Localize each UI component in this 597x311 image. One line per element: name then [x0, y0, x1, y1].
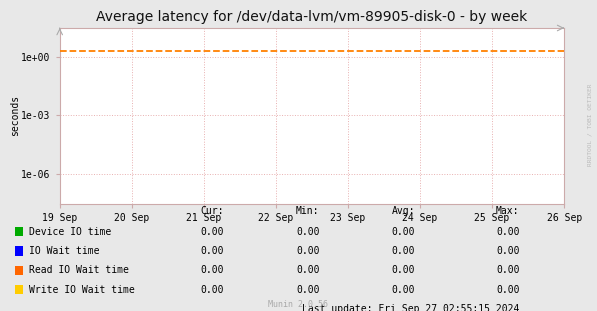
Text: Cur:: Cur: [201, 206, 224, 216]
Text: 0.00: 0.00 [392, 265, 415, 275]
Text: Read IO Wait time: Read IO Wait time [29, 265, 128, 275]
Text: 0.00: 0.00 [201, 227, 224, 237]
Text: Munin 2.0.56: Munin 2.0.56 [269, 299, 328, 309]
Title: Average latency for /dev/data-lvm/vm-89905-disk-0 - by week: Average latency for /dev/data-lvm/vm-899… [96, 10, 528, 24]
Y-axis label: seconds: seconds [10, 95, 20, 137]
Text: 0.00: 0.00 [392, 246, 415, 256]
Text: RRDTOOL / TOBI OETIKER: RRDTOOL / TOBI OETIKER [587, 83, 592, 166]
Text: 0.00: 0.00 [296, 285, 319, 295]
Text: 0.00: 0.00 [296, 265, 319, 275]
Text: Avg:: Avg: [392, 206, 415, 216]
Text: 0.00: 0.00 [201, 246, 224, 256]
Text: 0.00: 0.00 [296, 227, 319, 237]
Text: 0.00: 0.00 [496, 265, 519, 275]
Text: Device IO time: Device IO time [29, 227, 111, 237]
Text: Max:: Max: [496, 206, 519, 216]
Text: Last update: Fri Sep 27 02:55:15 2024: Last update: Fri Sep 27 02:55:15 2024 [302, 304, 519, 311]
Text: IO Wait time: IO Wait time [29, 246, 99, 256]
Text: 0.00: 0.00 [201, 285, 224, 295]
Text: 0.00: 0.00 [496, 246, 519, 256]
Text: 0.00: 0.00 [201, 265, 224, 275]
Text: 0.00: 0.00 [296, 246, 319, 256]
Text: 0.00: 0.00 [392, 285, 415, 295]
Text: Min:: Min: [296, 206, 319, 216]
Text: 0.00: 0.00 [392, 227, 415, 237]
Text: 0.00: 0.00 [496, 227, 519, 237]
Text: Write IO Wait time: Write IO Wait time [29, 285, 134, 295]
Text: 0.00: 0.00 [496, 285, 519, 295]
